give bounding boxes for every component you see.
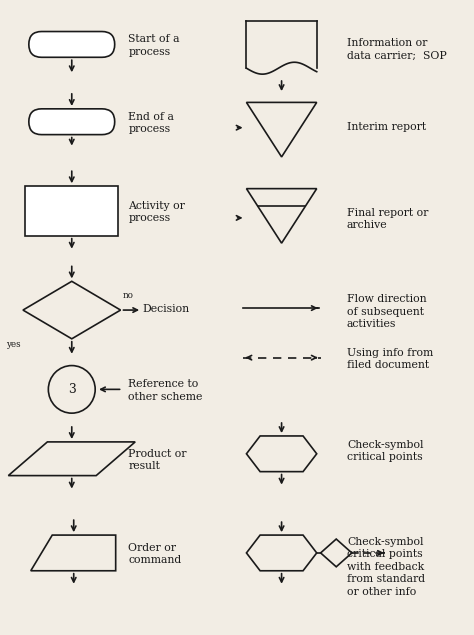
Text: Interim report: Interim report (347, 122, 426, 131)
Text: Final report or
archive: Final report or archive (347, 208, 428, 231)
Text: Decision: Decision (142, 304, 189, 314)
Text: yes: yes (6, 340, 21, 349)
Text: Using info from
filed document: Using info from filed document (347, 348, 433, 370)
Text: no: no (122, 291, 134, 300)
Text: Start of a
process: Start of a process (128, 34, 180, 57)
Text: Activity or
process: Activity or process (128, 201, 185, 224)
Text: Check-symbol
critical points: Check-symbol critical points (347, 440, 423, 462)
Text: Product or
result: Product or result (128, 449, 187, 471)
Text: Order or
command: Order or command (128, 543, 182, 565)
Text: Information or
data carrier;  SOP: Information or data carrier; SOP (347, 39, 447, 61)
Bar (26, 186, 118, 236)
Text: End of a
process: End of a process (128, 112, 174, 134)
FancyBboxPatch shape (29, 32, 115, 57)
Text: Flow direction
of subsequent
activities: Flow direction of subsequent activities (347, 294, 427, 329)
Text: Check-symbol
critical points
with feedback
from standard
or other info: Check-symbol critical points with feedba… (347, 537, 425, 597)
Text: 3: 3 (68, 383, 76, 396)
FancyBboxPatch shape (29, 109, 115, 135)
Text: Reference to
other scheme: Reference to other scheme (128, 380, 203, 402)
